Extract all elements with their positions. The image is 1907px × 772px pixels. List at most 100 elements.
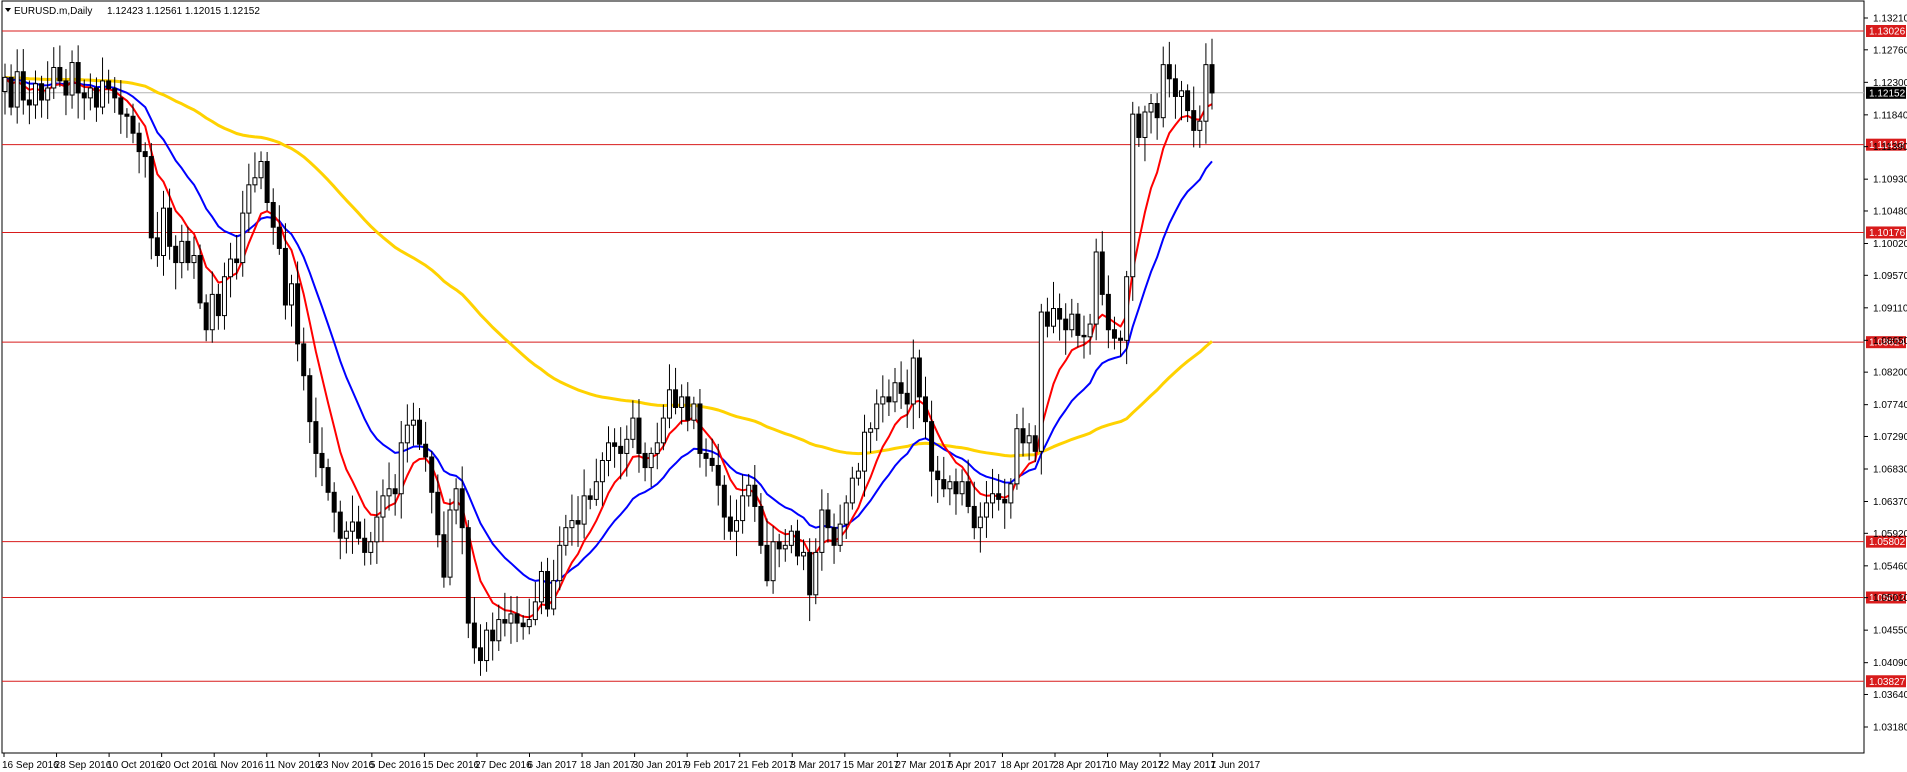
- x-tick-label: 1 Nov 2016: [212, 760, 264, 771]
- y-tick-label: 1.06830: [1873, 464, 1907, 475]
- candle-down: [39, 83, 45, 101]
- candle-down: [1111, 329, 1117, 339]
- candle-down: [703, 452, 709, 459]
- candle-up: [977, 516, 983, 529]
- candle-down: [136, 132, 142, 153]
- candle-down: [1105, 293, 1111, 331]
- x-tick-label: 18 Jan 2017: [580, 760, 635, 771]
- candle-up: [740, 495, 746, 522]
- x-tick-label: 18 Apr 2017: [1000, 760, 1054, 771]
- level-tag: [1866, 591, 1906, 604]
- y-tick-label: 1.07740: [1873, 400, 1907, 411]
- candle-up: [100, 80, 106, 108]
- candle-up: [410, 419, 416, 426]
- candle-down: [1172, 78, 1178, 97]
- level-tag: [1866, 535, 1906, 548]
- candle-up: [666, 389, 672, 419]
- y-tick-label: 1.08650: [1873, 336, 1907, 347]
- candle-up: [813, 551, 819, 596]
- candle-down: [965, 481, 971, 507]
- level-tag: [1866, 138, 1906, 151]
- candle-down: [831, 527, 837, 546]
- candle-down: [715, 464, 721, 486]
- candle-down: [898, 382, 904, 394]
- candle-up: [447, 509, 453, 578]
- candle-down: [423, 443, 429, 458]
- dropdown-arrow-icon[interactable]: [5, 8, 11, 12]
- candle-up: [557, 544, 563, 582]
- y-tick-label: 1.07290: [1873, 432, 1907, 443]
- candle-up: [160, 207, 166, 257]
- y-tick-label: 1.04090: [1873, 658, 1907, 669]
- candle-down: [490, 629, 496, 642]
- x-tick-label: 15 Dec 2016: [422, 760, 479, 771]
- candle-down: [130, 115, 136, 134]
- candle-up: [654, 442, 660, 454]
- candle-down: [929, 421, 935, 472]
- candle-down: [362, 537, 368, 553]
- candle-up: [819, 509, 825, 553]
- candle-down: [514, 613, 520, 624]
- level-tag-label: 1.03827: [1869, 677, 1906, 688]
- candle-up: [880, 396, 886, 405]
- candle-down: [758, 505, 764, 546]
- candle-down: [727, 516, 733, 532]
- candle-down: [1185, 90, 1191, 112]
- candle-down: [167, 207, 173, 247]
- candle-up: [1179, 90, 1185, 97]
- candle-up: [349, 521, 355, 532]
- y-tick-label: 1.12300: [1873, 78, 1907, 89]
- candle-down: [75, 62, 81, 94]
- candle-down: [916, 357, 922, 398]
- candle-down: [612, 442, 618, 447]
- candle-down: [264, 160, 270, 203]
- candle-up: [874, 403, 880, 430]
- x-tick-label: 3 Mar 2017: [790, 760, 841, 771]
- y-tick-label: 1.11390: [1873, 142, 1907, 153]
- candle-down: [886, 396, 892, 403]
- candle-up: [1014, 428, 1020, 485]
- candle-down: [1118, 337, 1124, 341]
- candle-down: [81, 92, 87, 99]
- candle-up: [947, 481, 953, 490]
- candle-up: [252, 177, 258, 186]
- candle-up: [1051, 308, 1057, 327]
- candle-down: [1057, 308, 1063, 320]
- candle-up: [770, 541, 776, 582]
- candle-up: [258, 160, 264, 179]
- candle-up: [398, 442, 404, 495]
- candle-up: [563, 527, 569, 546]
- candle-down: [673, 389, 679, 408]
- candle-down: [118, 97, 124, 115]
- x-tick-label: 15 Mar 2017: [843, 760, 900, 771]
- candle-up: [551, 580, 557, 610]
- candle-down: [356, 521, 362, 539]
- candle-down: [825, 509, 831, 529]
- y-tick-label: 1.03180: [1873, 723, 1907, 734]
- candle-up: [691, 403, 697, 421]
- candle-down: [429, 456, 435, 493]
- candle-down: [1136, 113, 1142, 138]
- candle-down: [1063, 318, 1069, 331]
- x-tick-label: 6 Jan 2017: [528, 760, 578, 771]
- y-tick-label: 1.12760: [1873, 45, 1907, 56]
- ma-mid-line: [4, 76, 1213, 584]
- candle-down: [93, 87, 99, 108]
- candle-down: [337, 511, 343, 539]
- candle-up: [959, 481, 965, 495]
- candle-up: [648, 452, 654, 469]
- y-tick-label: 1.11840: [1873, 110, 1907, 121]
- candle-up: [45, 87, 51, 101]
- level-tag: [1866, 226, 1906, 239]
- y-tick-label: 1.10930: [1873, 175, 1907, 186]
- candle-down: [185, 240, 191, 264]
- candle-up: [179, 240, 185, 264]
- candle-down: [941, 479, 947, 490]
- candle-down: [325, 467, 331, 493]
- y-tick-label: 1.06370: [1873, 497, 1907, 508]
- candle-down: [618, 445, 624, 454]
- y-tick-label: 1.10480: [1873, 206, 1907, 217]
- candle-down: [234, 258, 240, 264]
- candle-down: [904, 392, 910, 405]
